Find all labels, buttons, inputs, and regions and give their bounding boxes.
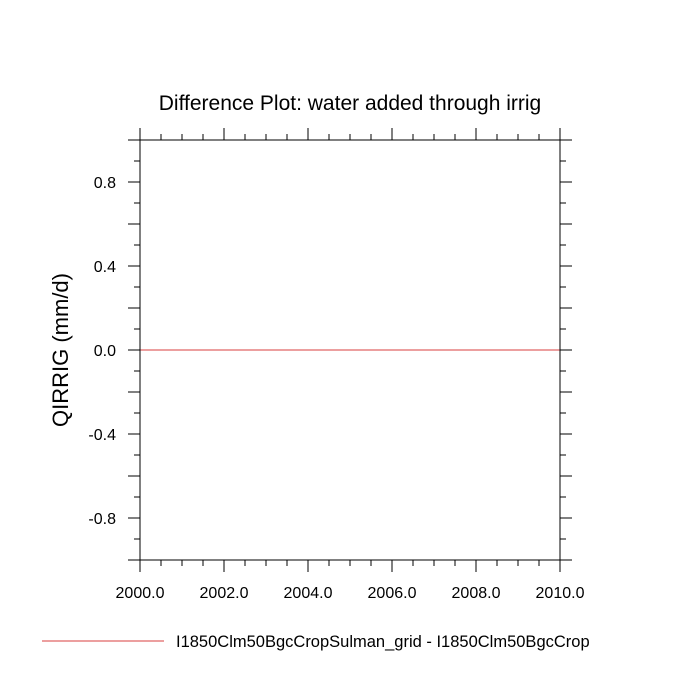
y-tick-label: -0.4 <box>88 427 116 444</box>
x-tick-labels: 2000.0 2002.0 2004.0 2006.0 2008.0 2010.0 <box>116 585 585 602</box>
y-tick-labels: 0.8 0.4 0.0 -0.4 -0.8 <box>88 175 116 528</box>
legend-label: I1850Clm50BgcCropSulman_grid - I1850Clm5… <box>176 633 590 651</box>
y-tick-label: -0.8 <box>88 511 116 528</box>
chart-title: Difference Plot: water added through irr… <box>159 92 542 115</box>
y-axis-label: QIRRIG (mm/d) <box>48 273 73 427</box>
major-ticks <box>128 128 572 572</box>
y-tick-label: 0.4 <box>94 259 116 276</box>
x-tick-label: 2006.0 <box>368 585 417 602</box>
legend: I1850Clm50BgcCropSulman_grid - I1850Clm5… <box>42 633 590 651</box>
y-tick-label: 0.0 <box>94 343 116 360</box>
y-tick-label: 0.8 <box>94 175 116 192</box>
x-tick-label: 2008.0 <box>452 585 501 602</box>
x-tick-label: 2004.0 <box>284 585 333 602</box>
x-tick-label: 2000.0 <box>116 585 165 602</box>
x-tick-label: 2010.0 <box>536 585 585 602</box>
x-tick-label: 2002.0 <box>200 585 249 602</box>
minor-ticks <box>134 134 566 566</box>
plot-frame <box>139 139 561 561</box>
